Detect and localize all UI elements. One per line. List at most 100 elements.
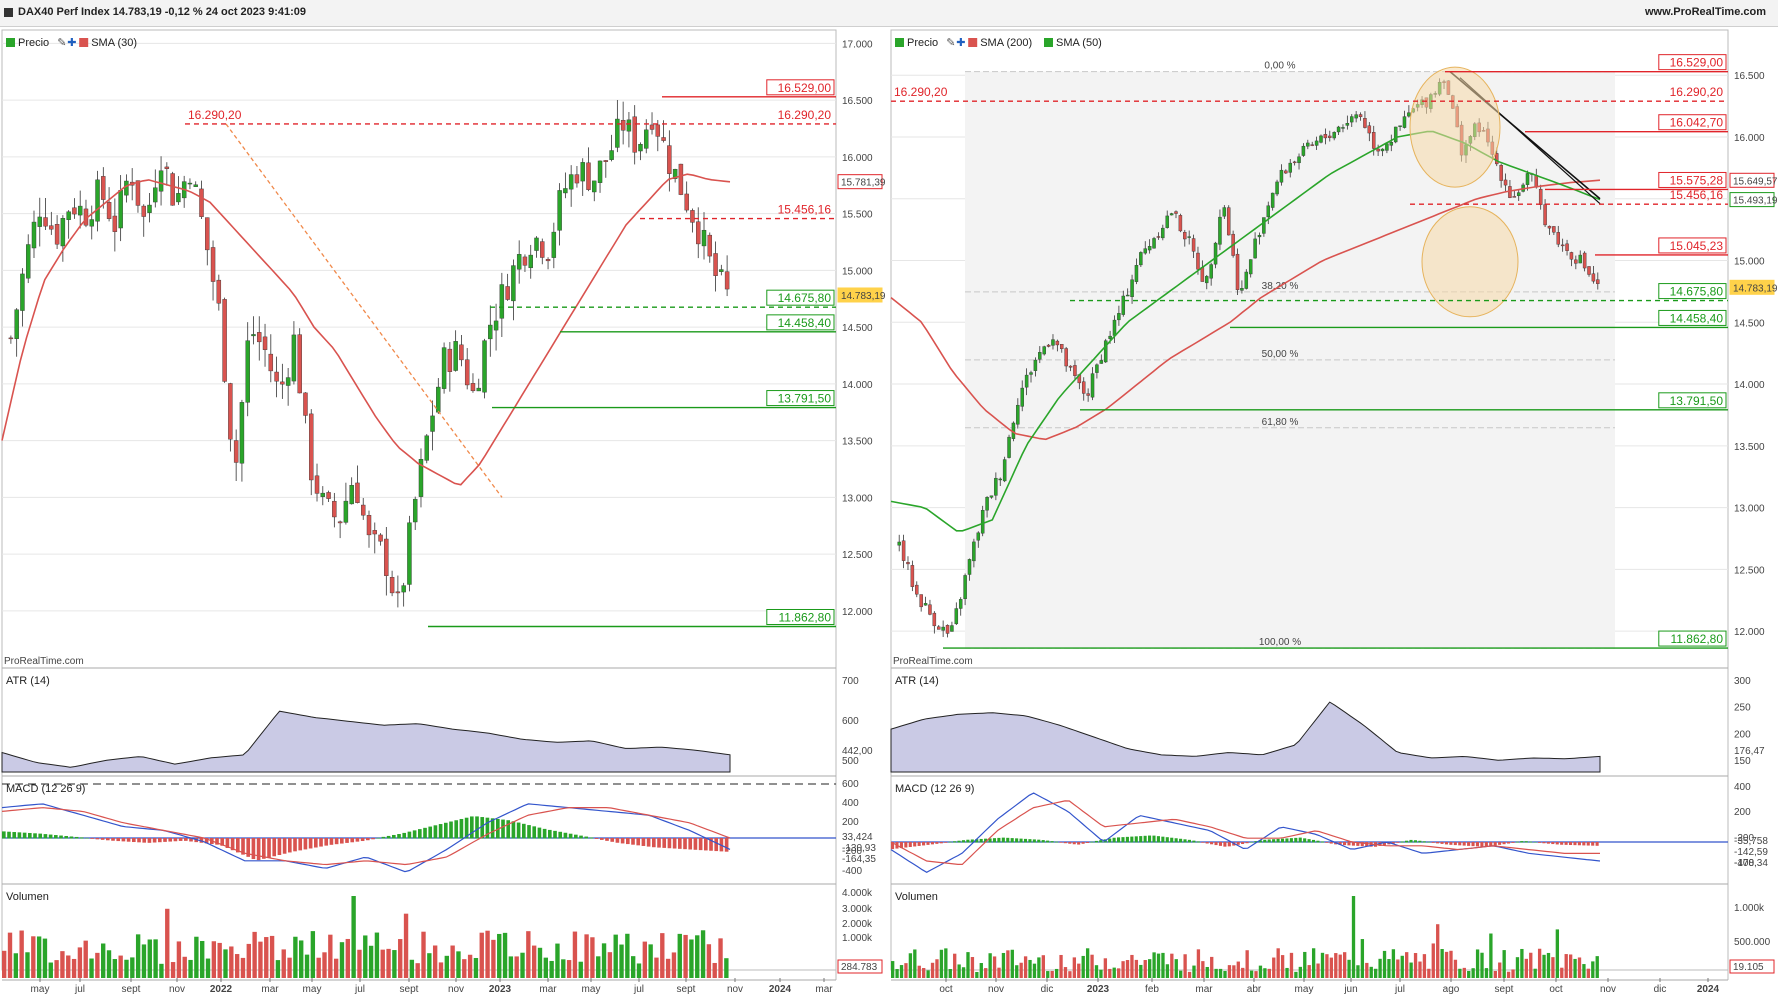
volume-bar [1072, 957, 1077, 978]
volume-bar [188, 959, 193, 978]
macd-bar [589, 837, 594, 839]
macd-value: -178,34 [1734, 858, 1768, 869]
macd-bar [1533, 841, 1537, 843]
candle-body [1253, 238, 1257, 259]
volume-bar [1130, 954, 1134, 978]
candle-body [1051, 339, 1055, 346]
macd-bar [1094, 840, 1098, 843]
candle-body [580, 162, 585, 182]
macd-bar [1480, 842, 1484, 847]
macd-bar [381, 836, 386, 839]
legend-swatch [895, 38, 904, 47]
macd-bar [1396, 842, 1400, 843]
candle-body [176, 193, 181, 203]
volume-label: Volumen [895, 891, 938, 903]
volume-bar [141, 944, 147, 978]
fib-label: 0,00 % [1264, 61, 1295, 72]
add-icon: ✚ [67, 37, 76, 49]
candle-body [395, 591, 401, 594]
candle-body [280, 381, 285, 385]
x-tick-label: nov [448, 984, 464, 995]
volume-bar [83, 940, 88, 978]
macd-bar [1063, 842, 1067, 844]
candle-body [164, 166, 170, 169]
volume-bar [1249, 970, 1254, 978]
level-label-box [1658, 171, 1727, 188]
candle-body [661, 137, 666, 141]
volume-bar [922, 968, 926, 978]
candle-body [1560, 244, 1565, 247]
candle-body [1235, 253, 1240, 291]
macd-bar [132, 838, 136, 843]
macd-bar [1515, 841, 1519, 843]
candle-body [540, 241, 545, 258]
volume-bar [1063, 967, 1068, 978]
price-tick-label: 12.500 [842, 550, 873, 561]
macd-bar [1303, 838, 1307, 843]
candle-body [401, 585, 406, 593]
site-link[interactable]: www.ProRealTime.com [1644, 6, 1766, 18]
volume-bar [7, 932, 13, 978]
macd-bar [48, 834, 53, 839]
macd-bar [953, 841, 957, 843]
candle-body [1196, 252, 1200, 270]
candle-body [1130, 279, 1134, 298]
macd-bar [1520, 841, 1524, 843]
macd-bar [74, 836, 79, 839]
volume-bar [118, 955, 123, 978]
level-label: 15.456,16 [778, 203, 832, 217]
volume-bar [961, 967, 966, 978]
volume-bar [596, 956, 601, 978]
macd-bar [449, 821, 453, 839]
macd-bar [459, 818, 464, 839]
candle-body [1112, 319, 1117, 336]
volume-bar [246, 943, 251, 978]
volume-bar [1236, 961, 1240, 978]
volume-bar [1179, 970, 1183, 978]
volume-bar [1334, 953, 1338, 978]
macd-bar [1006, 837, 1010, 843]
volume-bar [176, 941, 182, 978]
volume-bar [1125, 960, 1130, 978]
candle-body [701, 229, 707, 247]
candle-body [620, 119, 626, 131]
candle-body [418, 459, 424, 497]
volume-bar [1382, 950, 1387, 978]
candle-body [147, 204, 152, 213]
macd-bar [340, 838, 344, 844]
candle-body [424, 435, 429, 461]
candle-body [95, 179, 100, 222]
volume-bar [153, 939, 158, 978]
volume-bar [1347, 959, 1351, 978]
volume-bar [913, 949, 917, 978]
volume-tick-label: 2.000k [842, 919, 873, 930]
macd-bar [220, 838, 225, 846]
candle-body [963, 575, 967, 600]
volume-bar [1037, 957, 1041, 978]
volume-bar [1015, 965, 1019, 978]
volume-bar [473, 957, 479, 978]
volume-bar [1006, 950, 1010, 978]
candle-body [170, 173, 175, 206]
volume-bar [130, 957, 135, 978]
candle-body [609, 150, 614, 160]
macd-bar [1068, 842, 1072, 844]
legend-sma-50-: SMA (50) [1056, 37, 1102, 49]
macd-bar [939, 842, 943, 844]
volume-bar [1085, 948, 1090, 978]
macd-bar [1555, 842, 1559, 845]
macd-bar [329, 838, 334, 845]
volume-bar [1533, 968, 1537, 978]
macd-bar [1449, 842, 1453, 845]
volume-bar [1196, 949, 1201, 978]
macd-bar [178, 838, 183, 841]
macd-bar [80, 837, 84, 839]
candle-body [1407, 112, 1411, 117]
volume-bar [1001, 952, 1006, 978]
macd-bar [1409, 839, 1413, 843]
macd-bar [1405, 840, 1409, 843]
volume-bar [939, 949, 944, 978]
macd-bar [152, 838, 157, 843]
macd-bar [501, 819, 505, 839]
